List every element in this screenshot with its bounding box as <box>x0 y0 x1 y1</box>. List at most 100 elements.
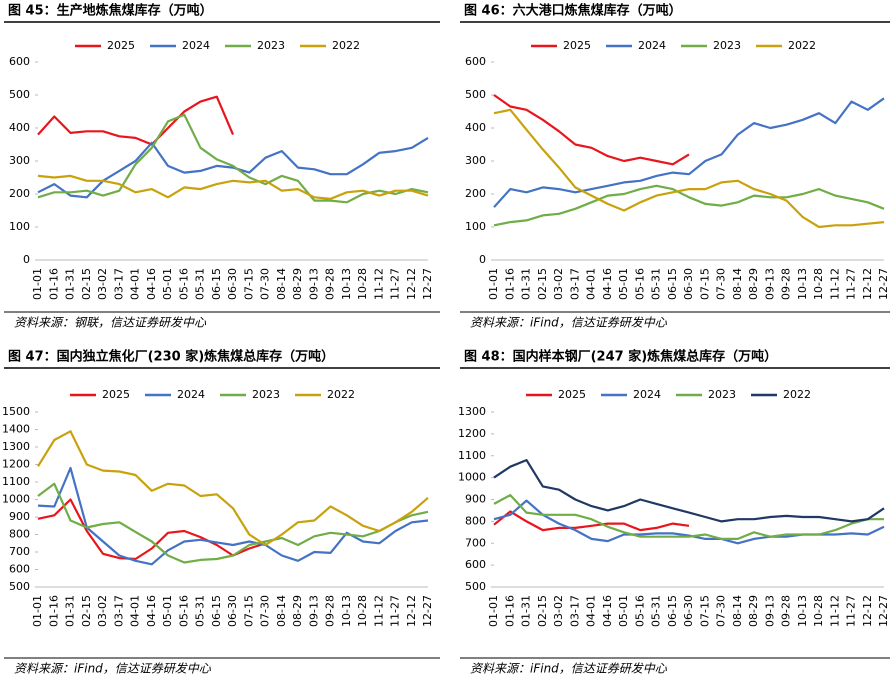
chart-title: 图 48：国内样本钢厂(247 家)炼焦煤总库存（万吨） <box>464 349 777 365</box>
y-tick-label: 600 <box>465 558 486 571</box>
x-tick-label: 03-02 <box>552 268 565 300</box>
x-tick-label: 09-28 <box>324 595 337 627</box>
x-tick-label: 07-15 <box>242 268 255 300</box>
x-tick-label: 09-13 <box>307 595 320 627</box>
legend-label: 2024 <box>638 39 666 52</box>
x-tick-label: 07-30 <box>715 268 728 300</box>
x-tick-label: 02-15 <box>80 595 93 627</box>
legend-label: 2024 <box>182 39 210 52</box>
x-tick-label: 12-27 <box>421 268 434 300</box>
legend-label: 2022 <box>327 388 355 401</box>
x-tick-label: 05-01 <box>161 595 174 627</box>
x-tick-label: 04-16 <box>601 268 614 300</box>
y-tick-label: 1100 <box>458 449 486 462</box>
source: 资料来源：iFind，信达证券研发中心 <box>470 662 668 676</box>
y-tick-label: 1000 <box>2 493 30 506</box>
x-tick-label: 10-13 <box>796 595 809 627</box>
y-tick-label: 1000 <box>458 471 486 484</box>
x-tick-label: 08-29 <box>747 268 760 300</box>
legend-label: 2023 <box>252 388 280 401</box>
x-tick-label: 06-15 <box>210 595 223 627</box>
series-line <box>37 174 429 200</box>
x-tick-label: 06-30 <box>226 268 239 300</box>
x-tick-label: 06-15 <box>666 268 679 300</box>
x-tick-label: 06-30 <box>682 595 695 627</box>
x-tick-label: 05-16 <box>177 595 190 627</box>
x-tick-label: 04-16 <box>145 268 158 300</box>
x-tick-label: 03-17 <box>112 268 125 300</box>
x-tick-label: 01-01 <box>31 268 44 300</box>
y-tick-label: 200 <box>465 187 486 200</box>
series-line <box>37 95 235 146</box>
x-tick-label: 10-13 <box>340 595 353 627</box>
x-tick-label: 01-31 <box>64 595 77 627</box>
y-tick-label: 900 <box>465 493 486 506</box>
x-tick-label: 07-15 <box>242 595 255 627</box>
x-tick-label: 08-29 <box>747 595 760 627</box>
x-tick-label: 11-27 <box>389 268 402 300</box>
y-tick-label: 100 <box>465 220 486 233</box>
x-tick-label: 12-27 <box>421 595 434 627</box>
x-tick-label: 01-16 <box>503 268 516 300</box>
x-tick-label: 11-27 <box>845 268 858 300</box>
x-tick-label: 05-01 <box>617 268 630 300</box>
x-tick-label: 08-14 <box>275 268 288 300</box>
y-tick-label: 1300 <box>458 405 486 418</box>
legend-label: 2025 <box>107 39 135 52</box>
x-tick-label: 01-31 <box>520 595 533 627</box>
series-line <box>37 482 429 564</box>
x-tick-label: 10-28 <box>356 595 369 627</box>
y-tick-label: 400 <box>9 121 30 134</box>
x-tick-label: 11-12 <box>372 268 385 300</box>
x-tick-label: 06-15 <box>666 595 679 627</box>
x-tick-label: 07-30 <box>259 268 272 300</box>
y-tick-label: 800 <box>465 514 486 527</box>
x-tick-label: 05-16 <box>633 268 646 300</box>
x-tick-label: 11-27 <box>845 595 858 627</box>
x-tick-label: 01-31 <box>64 268 77 300</box>
legend-label: 2023 <box>713 39 741 52</box>
x-tick-label: 11-12 <box>828 595 841 627</box>
x-tick-label: 09-28 <box>780 595 793 627</box>
x-tick-label: 07-15 <box>698 595 711 627</box>
x-tick-label: 04-01 <box>129 268 142 300</box>
x-tick-label: 04-01 <box>585 595 598 627</box>
y-tick-label: 500 <box>9 580 30 593</box>
x-tick-label: 10-28 <box>812 595 825 627</box>
x-tick-label: 05-01 <box>617 595 630 627</box>
series-line <box>37 113 429 204</box>
legend-label: 2025 <box>558 388 586 401</box>
x-tick-label: 01-16 <box>47 268 60 300</box>
x-tick-label: 10-13 <box>340 268 353 300</box>
source: 资料来源：iFind，信达证券研发中心 <box>14 662 212 676</box>
y-tick-label: 500 <box>9 88 30 101</box>
x-tick-label: 03-17 <box>112 595 125 627</box>
x-tick-label: 05-16 <box>633 595 646 627</box>
chart-title: 图 47：国内独立焦化厂(230 家)炼焦煤总库存（万吨） <box>8 349 334 365</box>
legend-label: 2024 <box>177 388 205 401</box>
x-tick-label: 05-31 <box>650 595 663 627</box>
source: 资料来源：iFind，信达证券研发中心 <box>470 316 668 330</box>
y-tick-label: 700 <box>9 545 30 558</box>
x-tick-label: 04-01 <box>129 595 142 627</box>
y-tick-label: 100 <box>9 220 30 233</box>
y-tick-label: 300 <box>465 154 486 167</box>
x-tick-label: 08-14 <box>731 595 744 627</box>
y-tick-label: 200 <box>9 187 30 200</box>
y-tick-label: 700 <box>465 536 486 549</box>
legend-label: 2023 <box>257 39 285 52</box>
legend-label: 2025 <box>102 388 130 401</box>
y-tick-label: 900 <box>9 510 30 523</box>
x-tick-label: 08-14 <box>275 595 288 627</box>
x-tick-label: 10-28 <box>356 268 369 300</box>
x-tick-label: 05-16 <box>177 268 190 300</box>
x-tick-label: 02-15 <box>536 595 549 627</box>
x-tick-label: 01-16 <box>503 595 516 627</box>
y-tick-label: 1200 <box>458 427 486 440</box>
series-line <box>493 94 690 166</box>
x-tick-label: 01-01 <box>487 595 500 627</box>
legend-label: 2022 <box>783 388 811 401</box>
x-tick-label: 09-28 <box>324 268 337 300</box>
legend-label: 2024 <box>633 388 661 401</box>
y-tick-label: 600 <box>465 55 486 68</box>
